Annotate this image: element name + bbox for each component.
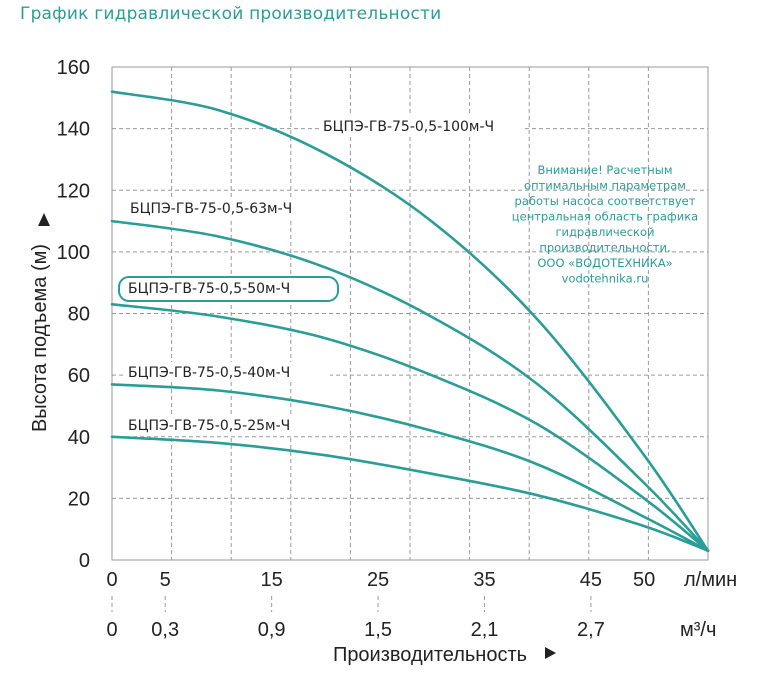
chart-annotation: Внимание! Расчетным оптимальным параметра… [512, 163, 698, 286]
x-tick-label-primary: 35 [473, 569, 495, 591]
pump-curves [110, 90, 710, 553]
x-tick-label-secondary: 1,5 [364, 619, 392, 641]
x-tick-label-primary: 45 [580, 569, 602, 591]
x-unit-secondary: м³/ч [680, 619, 716, 641]
y-axis-label: Высота подъема (м) [29, 244, 51, 432]
annotation-line: производительности. [539, 241, 670, 255]
y-tick-label: 140 [57, 119, 90, 141]
plot-border [111, 66, 709, 561]
y-tick-label: 40 [68, 427, 90, 449]
series-label: БЦПЭ-ГВ-75-0,5-40м-Ч [128, 365, 290, 381]
series-line [110, 435, 710, 553]
chart-grid [111, 66, 709, 561]
y-tick-label: 20 [68, 488, 90, 510]
y-axis-arrow-icon [38, 213, 50, 226]
annotation-line: гидравлической [555, 225, 654, 239]
y-tick-label: 80 [68, 304, 90, 326]
x-unit-primary: л/мин [684, 569, 737, 591]
series-line [110, 90, 710, 553]
series-label: БЦПЭ-ГВ-75-0,5-63м-Ч [130, 201, 292, 217]
series-line [110, 303, 710, 553]
x-tick-label-secondary: 0,3 [151, 619, 179, 641]
series-label-background [319, 116, 525, 136]
y-tick-label: 60 [68, 365, 90, 387]
annotation-line: vodotehnika.ru [562, 272, 649, 286]
page-title: График гидравлической производительности [20, 4, 442, 24]
x-tick-label-primary: 0 [106, 569, 117, 591]
x-tick-labels-secondary: 0 0,3 0,9 1,5 2,1 2,7 [106, 596, 605, 641]
x-tick-label-primary: 25 [367, 569, 389, 591]
series-line [110, 383, 710, 553]
series-label: БЦПЭ-ГВ-75-0,5-50м-Ч [128, 281, 290, 297]
annotation-line: Внимание! Расчетным [537, 163, 672, 177]
series-line [110, 219, 710, 553]
y-tick-label: 120 [57, 180, 90, 202]
series-label: БЦПЭ-ГВ-75-0,5-100м-Ч [323, 119, 494, 135]
x-tick-label-secondary: 0,9 [258, 619, 286, 641]
annotation-line: центральная область графика [512, 210, 698, 224]
x-tick-label-secondary: 2,7 [577, 619, 605, 641]
series-label-background [124, 415, 330, 435]
x-tick-label-primary: 50 [633, 569, 655, 591]
series-label-background [126, 198, 332, 218]
x-tick-label-primary: 5 [160, 569, 171, 591]
x-axis-label: Производительность [333, 644, 527, 666]
y-tick-labels: 0 20 40 60 80 100 120 140 160 [57, 57, 90, 572]
x-tick-label-secondary: 0 [106, 619, 117, 641]
annotation-line: оптимальным параметрам [524, 179, 686, 193]
x-axis-arrow-icon [545, 647, 556, 659]
highlighted-series-frame [118, 276, 339, 302]
annotation-line: работы насоса соответствует [515, 194, 696, 208]
x-tick-labels-primary: 0 5 15 25 35 45 50 [106, 569, 655, 591]
y-tick-label: 0 [79, 550, 90, 572]
annotation-line: ООО «ВОДОТЕХНИКА» [537, 256, 672, 270]
y-tick-label: 160 [57, 57, 90, 79]
series-label: БЦПЭ-ГВ-75-0,5-25м-Ч [128, 418, 290, 434]
y-tick-label: 100 [57, 242, 90, 264]
x-tick-label-primary: 15 [261, 569, 283, 591]
x-tick-label-secondary: 2,1 [471, 619, 499, 641]
series-label-background [124, 362, 330, 382]
curve-labels: БЦПЭ-ГВ-75-0,5-100м-Ч БЦПЭ-ГВ-75-0,5-63м-… [118, 116, 525, 435]
